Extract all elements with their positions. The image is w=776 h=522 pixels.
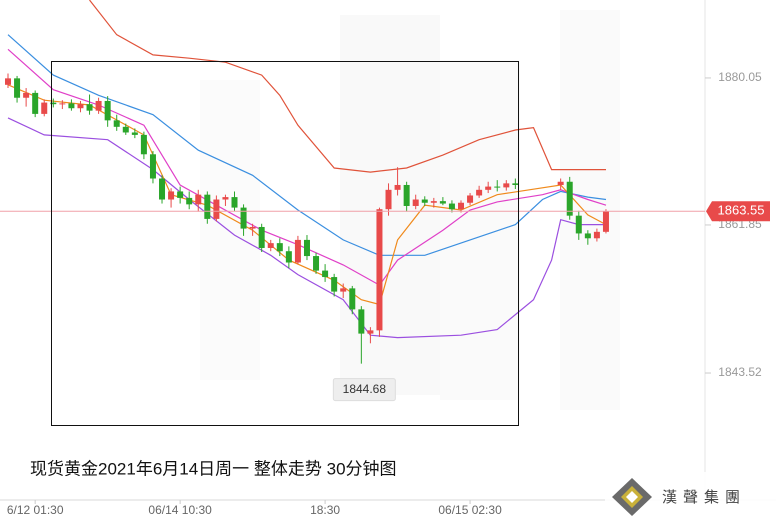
candle-body [68, 103, 75, 109]
candle-body [512, 183, 519, 185]
candle-body [294, 239, 301, 263]
candle-body [149, 154, 156, 179]
candle-body [50, 102, 57, 105]
indicator-line [7, 48, 607, 286]
candle-body [458, 202, 464, 210]
candle-body [23, 92, 30, 98]
y-tick-label: 1880.05 [718, 70, 762, 84]
candle-body [168, 191, 175, 200]
logo: 漢聲集團 [605, 472, 776, 522]
candle-body [421, 199, 428, 203]
annotation-box [51, 61, 519, 426]
candle-body [394, 184, 401, 190]
candle-body [385, 189, 392, 210]
candle-body [14, 78, 21, 98]
low-label: 1844.68 [343, 382, 387, 396]
candle-body [485, 186, 492, 190]
candle-body [367, 330, 374, 334]
candle-body [122, 126, 129, 133]
candle-body [448, 203, 455, 210]
candle-body [59, 103, 66, 105]
candle-body [186, 197, 193, 205]
plot-area [5, 0, 609, 364]
candle-body [240, 207, 247, 229]
candle-body [41, 102, 48, 114]
candle-body [476, 189, 483, 196]
candle-body [231, 197, 238, 208]
candle-body [140, 134, 147, 155]
candle-body [358, 309, 365, 334]
candle-body [403, 184, 410, 206]
candle-body [584, 233, 591, 239]
candle-body [131, 132, 138, 135]
candle-body [5, 78, 11, 85]
candle-body [213, 199, 220, 219]
candle-body [575, 215, 582, 234]
x-tick-label: 18:30 [310, 503, 340, 517]
x-tick-label: 06/14 10:30 [148, 503, 212, 517]
candle-body [204, 194, 211, 219]
candle-body [104, 100, 111, 121]
candle-body [195, 194, 202, 205]
low-label-bg [332, 378, 396, 402]
candle-body [412, 199, 419, 206]
candle-body [430, 201, 437, 203]
x-tick-label: 6/12 01:30 [7, 503, 64, 517]
candle-body [557, 181, 564, 185]
candle-body [113, 120, 120, 127]
indicator-line [89, 0, 606, 173]
candle-body [285, 251, 292, 263]
candle-body [267, 243, 274, 248]
logo-text: 漢聲集團 [662, 489, 746, 506]
candle-body [494, 186, 501, 188]
indicator-line [7, 117, 606, 339]
candle-body [95, 100, 102, 111]
price-label-bg [706, 201, 770, 222]
candle-body [439, 201, 446, 204]
y-tick-label: 1843.52 [718, 365, 762, 379]
candle-body [467, 195, 474, 203]
candle-body [349, 288, 356, 310]
candle-body [258, 226, 265, 248]
candle-body [276, 243, 283, 252]
candle-body [159, 178, 166, 200]
candle-body [566, 181, 573, 216]
candle-body [177, 191, 184, 198]
candle-body [602, 211, 609, 232]
candle-body [86, 104, 93, 111]
candle-body [77, 104, 84, 109]
candle-body [503, 183, 510, 188]
candle-body [303, 239, 310, 257]
candle-body [222, 197, 229, 200]
candle-body [376, 209, 383, 331]
candle-body [313, 256, 320, 271]
candle-body [340, 288, 347, 292]
candle-body [249, 226, 256, 229]
candle-body [322, 270, 329, 278]
indicator-line [7, 34, 607, 256]
candle-body [32, 92, 39, 114]
caption: 现货黄金2021年6月14日周一 整体走势 30分钟图 [30, 459, 397, 478]
price-label: 1863.55 [718, 203, 765, 218]
candle-body [593, 231, 600, 239]
candle-body [331, 277, 338, 292]
x-tick-label: 06/15 02:30 [438, 503, 502, 517]
